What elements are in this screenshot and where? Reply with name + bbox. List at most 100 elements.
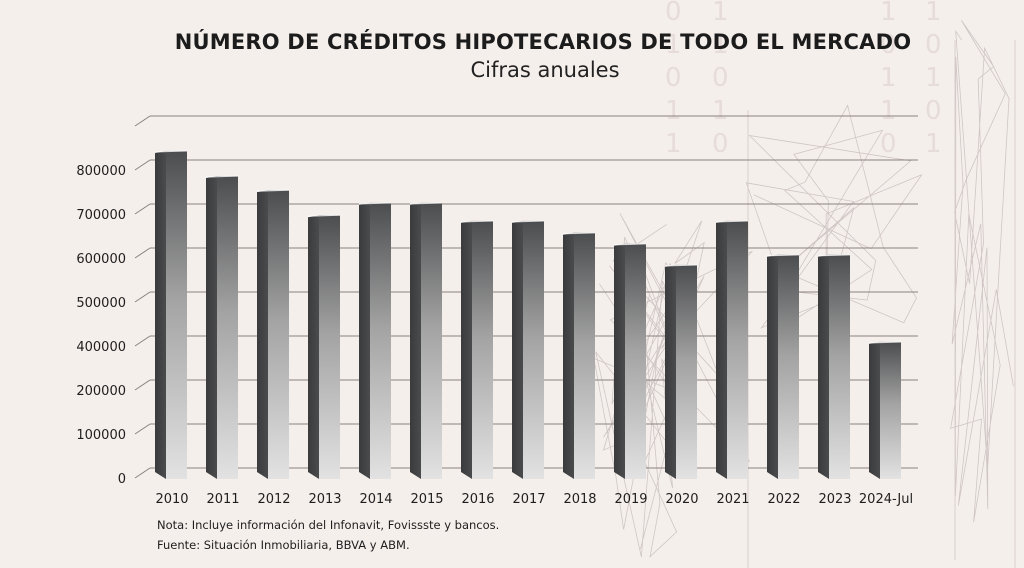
bar-side [257, 190, 268, 479]
bar-side [461, 220, 472, 480]
y-tick-label: 100000 [76, 428, 126, 443]
bar-top-edge [409, 202, 443, 205]
binary-digit: 0 [880, 30, 897, 60]
binary-digit: 1 [880, 96, 897, 126]
binary-digit: 0 [925, 30, 942, 60]
bar-2011 [205, 175, 239, 480]
bar-top-edge [460, 220, 494, 223]
binary-digit: 0 [712, 63, 729, 93]
bars [154, 150, 902, 480]
binary-digit: 1 [880, 0, 897, 27]
x-tick-label: 2012 [257, 492, 290, 507]
binary-digit: 1 [712, 0, 729, 27]
bar-side [818, 254, 829, 479]
bar-front [523, 220, 544, 480]
bar-2014 [358, 202, 392, 479]
bar-2015 [409, 202, 443, 479]
gridline-depth [134, 203, 151, 215]
bar-top-edge [664, 264, 698, 267]
binary-digit: 1 [712, 96, 729, 126]
bar-side [767, 254, 778, 479]
binary-digit: 1 [712, 30, 729, 60]
gridline-depth [134, 159, 151, 171]
bar-front [625, 243, 646, 479]
x-axis: 2010 2011 2012 2013 2014 2015 2016 2017 2018 2019… [155, 492, 913, 507]
bar-top-edge [715, 220, 749, 223]
binary-digit: 1 [925, 0, 942, 27]
bar-front [574, 232, 595, 479]
x-tick-label: 2019 [614, 492, 647, 507]
x-tick-label: 2023 [818, 492, 851, 507]
gridline-depth [134, 115, 151, 127]
bar-side [512, 220, 523, 480]
x-tick-label: 2015 [410, 492, 443, 507]
bar-front [421, 202, 442, 479]
bar-side [359, 202, 370, 479]
x-tick-label: 2016 [461, 492, 494, 507]
bar-top-edge [358, 202, 392, 205]
bar-front [166, 150, 187, 479]
x-tick-label: 2011 [206, 492, 239, 507]
y-tick-label: 200000 [76, 384, 126, 399]
y-tick-label: 800000 [76, 164, 126, 179]
bar-side [206, 176, 217, 480]
y-tick-label: 0 [118, 472, 126, 487]
binary-digit: 1 [665, 129, 682, 159]
bar-front [472, 220, 493, 480]
y-tick-label: 600000 [76, 252, 126, 267]
bar-side [308, 215, 319, 479]
bar-top-edge [868, 341, 902, 344]
binary-digit: 0 [712, 129, 729, 159]
bar-top-edge [613, 243, 647, 246]
binary-digit: 0 [925, 96, 942, 126]
bar-front [319, 215, 340, 479]
bar-side [614, 243, 625, 479]
binary-digit: 1 [925, 63, 942, 93]
bar-front [880, 341, 901, 479]
bar-side [155, 150, 166, 479]
binary-digit: 0 [665, 63, 682, 93]
bar-2012 [256, 189, 290, 479]
bar-2017 [511, 220, 545, 480]
bar-front [778, 254, 799, 479]
note-text: Nota: Incluye información del Infonavit,… [157, 518, 500, 532]
bar-top-edge [205, 175, 239, 178]
wireframe-decoration [950, 20, 1014, 523]
bar-front [676, 264, 697, 479]
bar-2021 [715, 220, 749, 480]
bar-2024-Jul [868, 341, 902, 479]
source-text: Fuente: Situación Inmobiliaria, BBVA y A… [157, 538, 410, 552]
bar-2013 [307, 214, 341, 479]
bar-side [665, 264, 676, 479]
bar-top-edge [766, 254, 800, 257]
gridline-depth [134, 247, 151, 259]
bar-2022 [766, 254, 800, 479]
bar-top-edge [817, 254, 851, 257]
bar-2020 [664, 264, 698, 479]
y-tick-label: 500000 [76, 296, 126, 311]
gridline-depth [134, 335, 151, 347]
bar-side [563, 232, 574, 479]
y-tick-label: 700000 [76, 208, 126, 223]
gridline-depth [134, 467, 151, 479]
x-tick-label: 2022 [767, 492, 800, 507]
bar-top-edge [511, 220, 545, 223]
bar-2016 [460, 220, 494, 480]
bar-side [869, 341, 880, 479]
x-tick-label: 2013 [308, 492, 341, 507]
x-tick-label: 2014 [359, 492, 392, 507]
bar-2019 [613, 243, 647, 479]
binary-digit: 1 [665, 96, 682, 126]
bar-top-edge [562, 232, 596, 235]
bar-front [370, 202, 391, 479]
binary-digit: 0 [665, 0, 682, 27]
bar-2010 [154, 150, 188, 479]
wireframe-decoration [745, 104, 923, 329]
x-tick-label: 2021 [716, 492, 749, 507]
x-tick-label: 2020 [665, 492, 698, 507]
bar-front [217, 176, 238, 480]
gridline-depth [134, 291, 151, 303]
y-axis: 0 100000 200000 400000 500000 600000 700000 800… [76, 164, 126, 487]
bar-side [410, 202, 421, 479]
